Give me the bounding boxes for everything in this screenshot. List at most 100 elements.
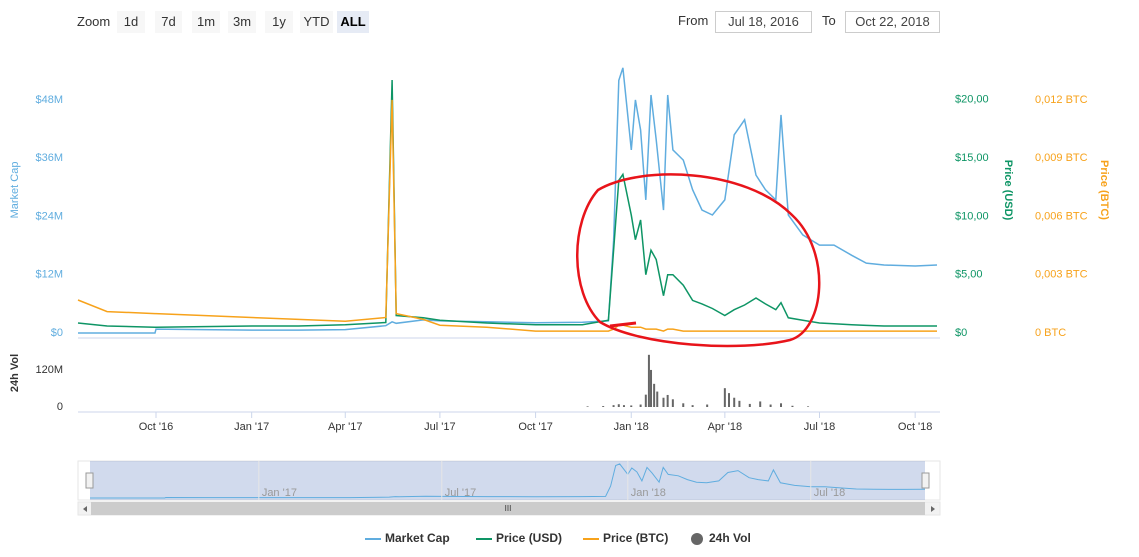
legend-symbol — [691, 533, 703, 545]
volume-bar — [780, 403, 783, 407]
from-label: From — [678, 13, 709, 28]
zoom-button[interactable]: ALL — [337, 11, 369, 33]
legend-item[interactable]: Market Cap — [365, 531, 450, 545]
volume-bar — [671, 399, 674, 407]
legend-label: 24h Vol — [709, 531, 751, 545]
volume-bar — [656, 391, 659, 407]
scrollbar-thumb[interactable] — [91, 502, 925, 515]
from-date[interactable]: Jul 18, 2016 — [715, 11, 812, 33]
hand-drawn-circle — [576, 173, 821, 348]
y-tick-label: $0 — [51, 327, 63, 339]
volume-bar — [723, 388, 726, 407]
y-tick-label: $12M — [35, 269, 63, 281]
zoom-button[interactable]: YTD — [300, 11, 333, 33]
x-tick-label: Jul '18 — [804, 421, 835, 433]
y-tick-label: $24M — [35, 210, 63, 222]
volume-bar — [653, 383, 656, 407]
navigator-tick-label: Jan '17 — [262, 487, 297, 499]
y-tick-label: 0,006 BTC — [1035, 210, 1088, 222]
x-tick-label: Oct '16 — [139, 421, 174, 433]
volume-bar — [682, 403, 685, 407]
volume-bar — [791, 405, 794, 407]
series-line — [78, 67, 938, 334]
legend-label: Market Cap — [385, 531, 450, 545]
volume-bar — [807, 406, 810, 407]
volume-bar — [612, 405, 615, 407]
scroll-right[interactable] — [931, 506, 935, 512]
y-tick-label: 0,012 BTC — [1035, 94, 1088, 106]
volume-bar — [662, 397, 665, 407]
volume-bar — [706, 404, 709, 407]
x-tick-label: Oct '17 — [518, 421, 553, 433]
y-tick-label: $36M — [35, 152, 63, 164]
to-date[interactable]: Oct 22, 2018 — [845, 11, 940, 33]
series-line — [77, 79, 937, 328]
zoom-button[interactable]: 7d — [155, 11, 182, 33]
navigator-tick-label: Jan '18 — [631, 487, 666, 499]
hand-drawn-mark — [609, 321, 637, 328]
legend-item[interactable]: Price (BTC) — [583, 531, 668, 545]
volume-bar — [691, 405, 694, 407]
legend-item[interactable]: 24h Vol — [691, 531, 751, 545]
navigator-handle[interactable] — [921, 472, 930, 489]
volume-bar — [647, 354, 650, 407]
volume-bar — [622, 405, 625, 407]
volume-bar — [769, 404, 772, 407]
volume-bar — [728, 393, 731, 407]
volume-bar — [759, 401, 762, 407]
navigator-series — [90, 463, 926, 499]
volume-bar — [650, 369, 653, 407]
x-tick-label: Oct '18 — [898, 421, 933, 433]
x-tick-label: Jan '17 — [234, 421, 269, 433]
volume-bar — [738, 400, 741, 407]
volume-tick-label: 0 — [57, 401, 63, 413]
legend-label: Price (BTC) — [603, 531, 668, 545]
zoom-button[interactable]: 3m — [228, 11, 256, 33]
y-tick-label: 0,003 BTC — [1035, 269, 1088, 281]
volume-bar — [748, 403, 751, 407]
volume-bar — [644, 394, 647, 407]
volume-axis-title: 24h Vol — [9, 354, 21, 392]
navigator-tick-label: Jul '17 — [445, 487, 476, 499]
y-tick-label: $5,00 — [955, 269, 983, 281]
navigator-selection[interactable] — [90, 461, 925, 500]
legend-label: Price (USD) — [496, 531, 562, 545]
legend-item[interactable]: Price (USD) — [476, 531, 562, 545]
y-tick-label: $48M — [35, 94, 63, 106]
navigator-tick-label: Jul '18 — [814, 487, 845, 499]
y-tick-label: $0 — [955, 327, 967, 339]
volume-bar — [733, 397, 736, 407]
y-axis-title: Market Cap — [9, 162, 21, 219]
navigator-handle[interactable] — [85, 472, 94, 489]
x-tick-label: Jul '17 — [424, 421, 455, 433]
navigator-frame — [77, 460, 941, 501]
volume-bar — [639, 404, 642, 407]
y-tick-label: 0 BTC — [1035, 327, 1066, 339]
zoom-button[interactable]: 1d — [117, 11, 145, 33]
zoom-button[interactable]: 1y — [265, 11, 293, 33]
scrollbar-grip: III — [505, 504, 512, 513]
y-tick-label: $10,00 — [955, 210, 989, 222]
y-tick-label: $20,00 — [955, 94, 989, 106]
zoom-button[interactable]: 1m — [192, 11, 220, 33]
series-line — [77, 99, 937, 332]
zoom-label: Zoom — [77, 14, 111, 29]
scroll-left[interactable] — [83, 506, 87, 512]
x-tick-label: Jan '18 — [614, 421, 649, 433]
volume-bar — [630, 405, 633, 407]
volume-bar — [586, 406, 589, 407]
to-label: To — [822, 13, 836, 28]
x-tick-label: Apr '17 — [328, 421, 363, 433]
x-tick-label: Apr '18 — [708, 421, 743, 433]
y3-axis-title: Price (BTC) — [1098, 160, 1110, 220]
volume-tick-label: 120M — [35, 364, 63, 376]
volume-bar — [602, 406, 605, 407]
y2-axis-title: Price (USD) — [1002, 160, 1014, 221]
plot-area: $0 $12M $24M $36M $48M $0 $5,00 $10,00 $15,00 $20… — [35, 67, 1088, 433]
volume-bar — [666, 394, 669, 407]
y-tick-label: 0,009 BTC — [1035, 152, 1088, 164]
volume-bar — [617, 404, 620, 407]
y-tick-label: $15,00 — [955, 152, 989, 164]
